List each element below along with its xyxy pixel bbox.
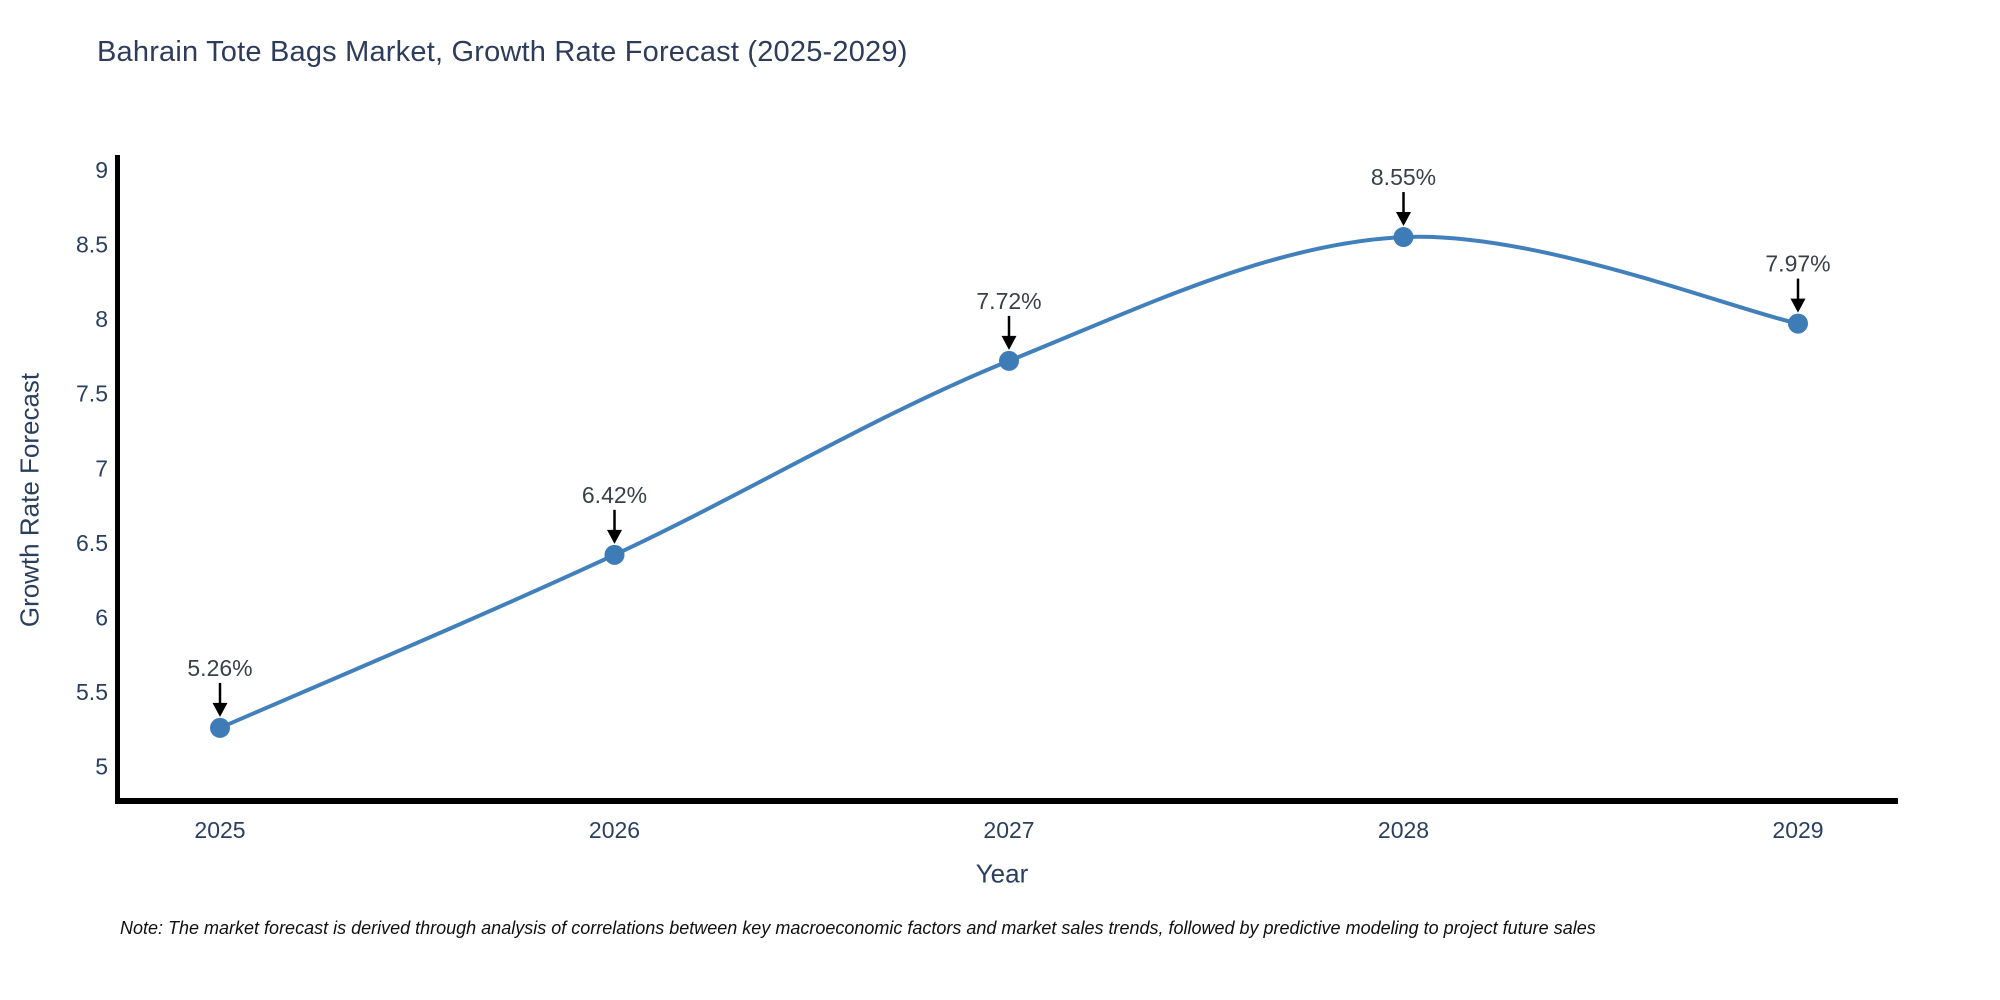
y-tick-label: 6.5 (76, 530, 108, 556)
y-tick-label: 8.5 (76, 232, 108, 258)
x-tick-label: 2026 (589, 817, 640, 843)
x-axis-spine (115, 798, 1898, 804)
y-tick-label: 7 (95, 455, 108, 481)
data-point-label: 8.55% (1371, 164, 1436, 190)
annotation-arrowhead (607, 529, 622, 544)
annotation-arrowhead (1790, 298, 1806, 313)
x-tick-label: 2027 (983, 817, 1034, 843)
x-axis-title: Year (975, 858, 1029, 889)
data-point-marker (1788, 313, 1808, 334)
annotation-arrowhead (1396, 212, 1411, 227)
data-point-marker (210, 717, 230, 738)
data-point-label: 7.72% (976, 288, 1041, 314)
data-point-marker (604, 544, 625, 565)
chart-title: Bahrain Tote Bags Market, Growth Rate Fo… (97, 36, 908, 68)
data-point-label: 6.42% (582, 482, 647, 508)
data-point-marker (999, 350, 1019, 371)
y-tick-label: 7.5 (76, 381, 108, 407)
y-tick-label: 8 (95, 306, 108, 332)
y-tick-label: 5.5 (76, 679, 108, 705)
y-tick-label: 5 (95, 754, 108, 780)
x-tick-label: 2028 (1378, 817, 1429, 843)
data-point-label: 5.26% (187, 655, 252, 681)
annotation-arrowhead (1001, 335, 1017, 350)
x-tick-label: 2025 (194, 817, 245, 843)
y-axis-title: Growth Rate Forecast (14, 372, 45, 628)
y-tick-label: 6 (95, 605, 108, 631)
y-tick-label: 9 (95, 157, 108, 183)
data-point-marker (1393, 227, 1414, 248)
y-axis-spine (115, 155, 120, 804)
footnote: Note: The market forecast is derived thr… (120, 918, 1596, 938)
data-point-label: 7.97% (1765, 251, 1830, 277)
x-tick-label: 2029 (1772, 817, 1823, 843)
annotation-arrowhead (212, 702, 228, 717)
